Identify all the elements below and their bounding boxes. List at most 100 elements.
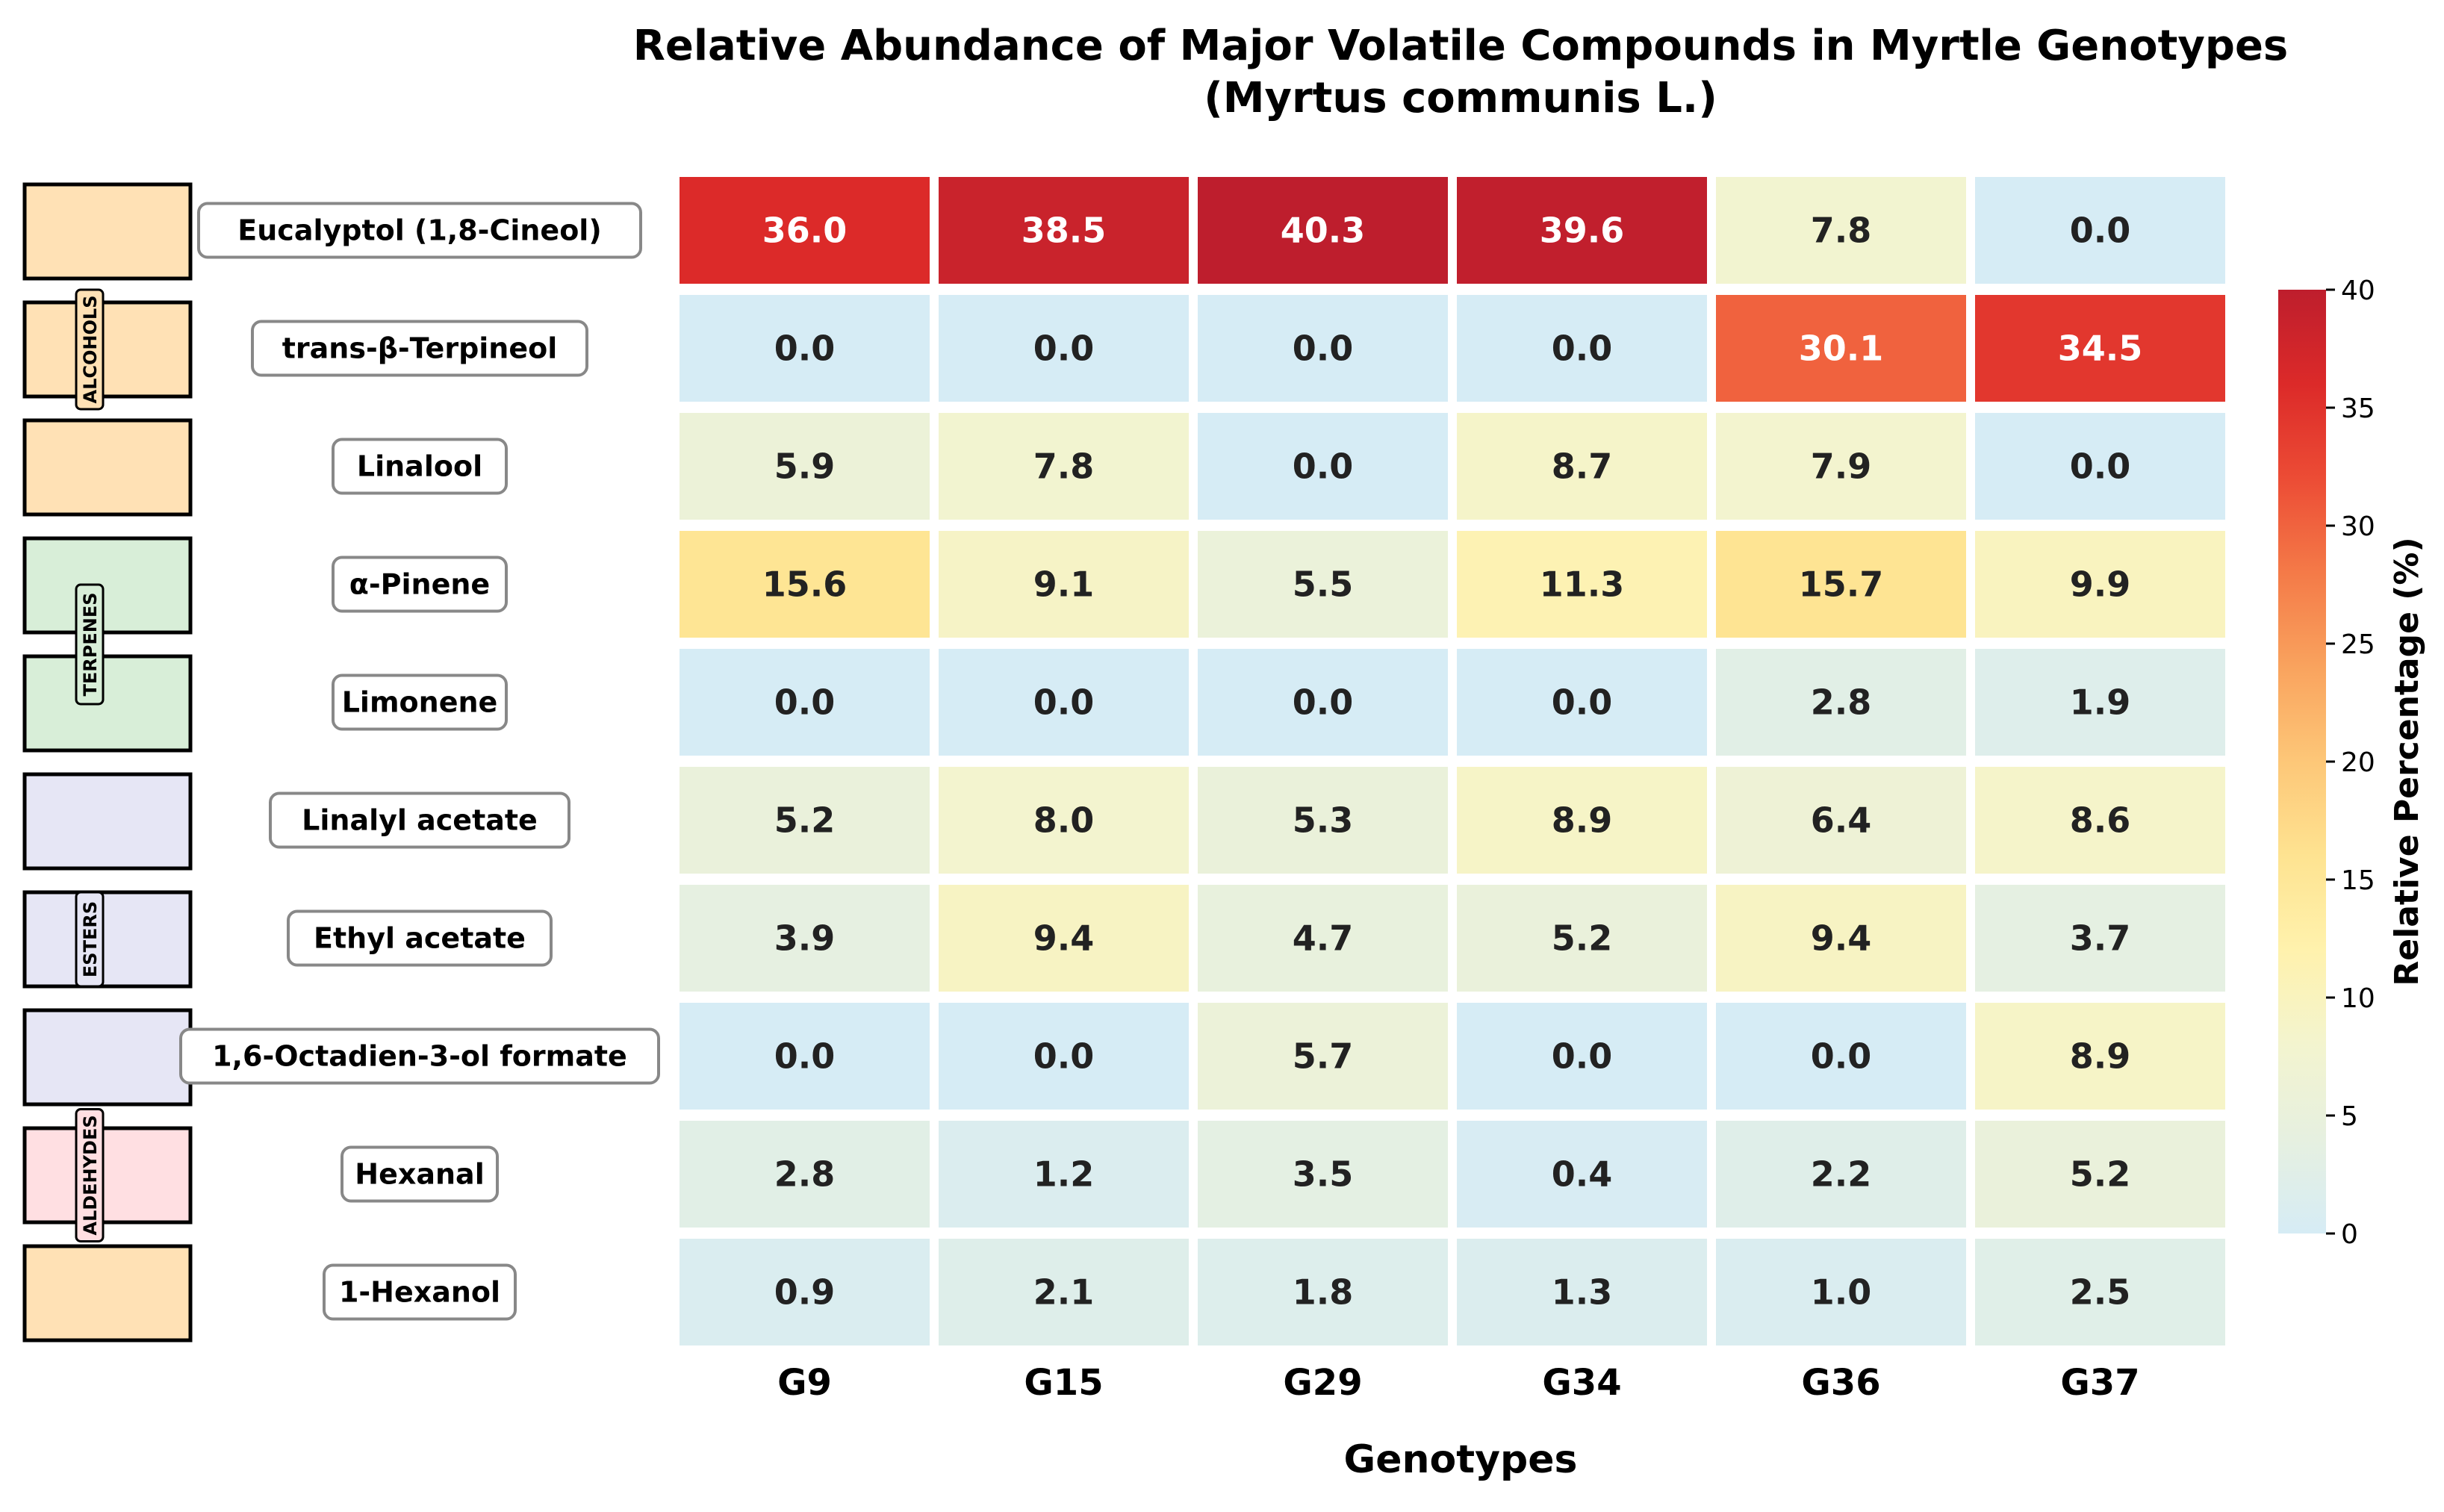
cell-rect [1198,413,1448,520]
heatmap-cell: 1.0 [1716,1239,1966,1345]
cell-value: 39.6 [1540,211,1625,251]
group-label-terpenes: TERPENES [75,583,105,706]
cell-rect [1975,413,2225,520]
cell-value: 4.7 [1293,918,1354,959]
cell-rect [939,649,1189,756]
cell-value: 0.0 [1552,329,1613,369]
cell-value: 0.0 [1033,682,1095,723]
heatmap-cell: 5.2 [1457,885,1707,992]
row-label-text: Hexanal [355,1158,484,1191]
colorbar-tick-label: 5 [2341,1101,2358,1132]
cell-value: 3.5 [1293,1154,1354,1195]
cell-value: 9.4 [1033,918,1095,959]
heatmap-cell: 0.0 [1716,1003,1966,1110]
cell-rect [1457,885,1707,992]
cell-value: 5.3 [1293,800,1354,841]
cell-rect [680,1121,930,1228]
heatmap-cell: 3.7 [1975,885,2225,992]
heatmap-cell: 0.0 [680,295,930,402]
heatmap-cell: 0.4 [1457,1121,1707,1228]
group-label-text: ALCOHOLS [80,296,101,404]
cell-value: 5.5 [1293,564,1354,605]
cell-value: 0.0 [774,1036,836,1077]
cell-value: 30.1 [1799,329,1884,369]
heatmap-cell: 0.0 [1457,649,1707,756]
heatmap-cell: 0.0 [1975,177,2225,284]
colorbar-tick-label: 40 [2341,276,2375,306]
cell-rect [1457,413,1707,520]
heatmap-cell: 1.3 [1457,1239,1707,1345]
cell-value: 15.6 [762,564,848,605]
cell-value: 8.6 [2070,800,2131,841]
cell-rect [1716,295,1966,402]
group-box [22,1244,193,1343]
heatmap-cell: 5.2 [680,767,930,874]
cell-rect [680,413,930,520]
heatmap-cell: 7.9 [1716,413,1966,520]
heatmap-cell: 15.7 [1716,531,1966,638]
cell-value: 0.0 [1293,329,1354,369]
x-tick-label: G37 [2060,1362,2139,1404]
group-box [22,300,193,399]
row-label-text: Eucalyptol (1,8-Cineol) [237,214,601,247]
cell-rect [1975,1003,2225,1110]
cell-rect [680,1003,930,1110]
cell-value: 8.9 [1552,800,1613,841]
heatmap-cell: 2.5 [1975,1239,2225,1345]
cell-value: 1.3 [1552,1272,1613,1313]
cell-rect [1975,531,2225,638]
heatmap-cell: 0.0 [680,1003,930,1110]
colorbar-tick-label: 10 [2341,983,2375,1014]
cell-value: 0.0 [1293,447,1354,487]
group-box [22,772,193,871]
heatmap-cell: 5.9 [680,413,930,520]
cell-value: 9.9 [2070,564,2131,605]
cell-rect [1975,177,2225,284]
heatmap-cell: 40.3 [1198,177,1448,284]
cell-rect [1457,1003,1707,1110]
cell-value: 0.0 [1293,682,1354,723]
cell-value: 15.7 [1799,564,1884,605]
cell-rect [1198,1003,1448,1110]
cell-rect [1975,649,2225,756]
row-label: Limonene [332,673,508,731]
colorbar-gradient [2278,290,2326,1233]
cell-value: 0.9 [774,1272,836,1313]
heatmap-cell: 7.8 [1716,177,1966,284]
group-label-text: ESTERS [80,901,101,977]
row-label: Eucalyptol (1,8-Cineol) [197,202,642,259]
cell-value: 0.0 [2070,447,2131,487]
row-label-text: Linalool [357,450,482,483]
heatmap-cell: 0.0 [939,649,1189,756]
group-box [22,1008,193,1107]
row-label-text: trans-β-Terpineol [282,332,558,365]
cell-rect [1198,295,1448,402]
row-label: trans-β-Terpineol [251,320,588,377]
heatmap-cell: 5.2 [1975,1121,2225,1228]
cell-value: 8.0 [1033,800,1095,841]
cell-rect [939,295,1189,402]
cell-value: 6.4 [1811,800,1872,841]
cell-rect [1457,531,1707,638]
x-axis-label: Genotypes [1344,1437,1578,1482]
cell-value: 5.2 [2070,1154,2131,1195]
chart-subtitle: (Myrtus communis L.) [1204,74,1717,122]
colorbar-tick-label: 25 [2341,629,2375,660]
group-label-alcohols: ALCOHOLS [75,288,105,411]
cell-value: 2.8 [774,1154,836,1195]
cell-rect [680,885,930,992]
colorbar-tick-label: 15 [2341,865,2375,896]
cell-value: 0.0 [1033,1036,1095,1077]
cell-value: 40.3 [1281,211,1366,251]
cell-value: 1.2 [1033,1154,1095,1195]
cell-rect [1457,649,1707,756]
heatmap-cell: 8.7 [1457,413,1707,520]
cell-value: 9.4 [1811,918,1872,959]
colorbar-tick-label: 0 [2341,1219,2358,1250]
row-label: Linalool [332,438,508,495]
cell-value: 3.7 [2070,918,2131,959]
cell-rect [680,767,930,874]
row-label: Hexanal [341,1145,499,1203]
row-label-text: 1,6-Octadien-3-ol formate [212,1040,627,1073]
